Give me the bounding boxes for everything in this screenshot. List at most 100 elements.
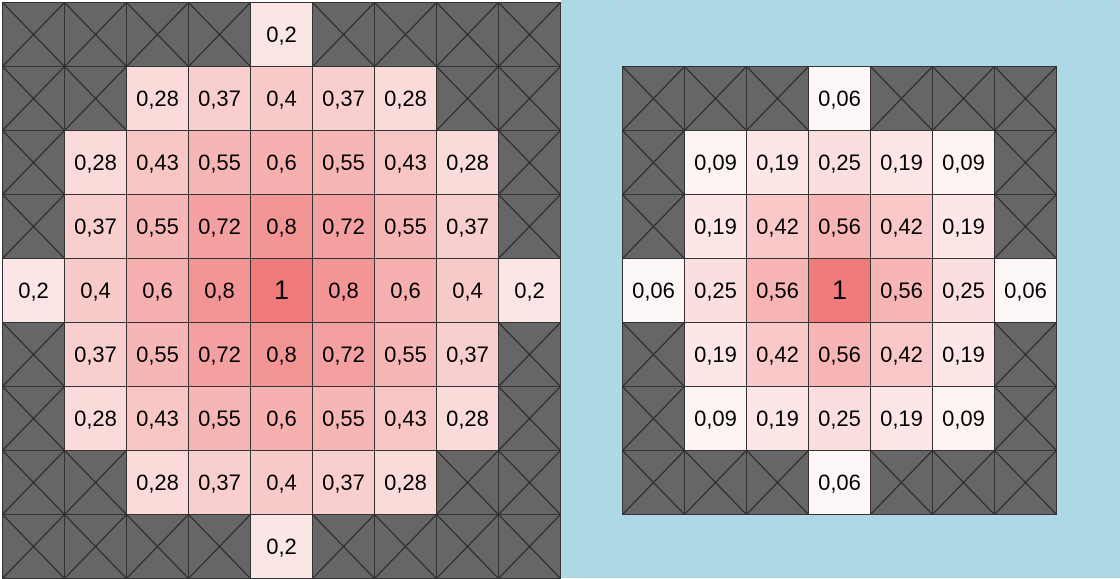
- weight-cell: 0,42: [747, 195, 809, 259]
- weight-cell: 0,28: [65, 387, 127, 451]
- weight-cell: 0,55: [313, 131, 375, 195]
- weight-cell: 0,37: [313, 451, 375, 515]
- cross-icon: [871, 67, 932, 130]
- cross-icon: [437, 3, 498, 66]
- cross-icon: [499, 515, 560, 578]
- background-gridlines: [561, 0, 1120, 4]
- weight-cell: 0,37: [313, 67, 375, 131]
- cross-icon: [65, 451, 126, 514]
- blocked-cell: [3, 195, 65, 259]
- cross-icon: [499, 3, 560, 66]
- cross-icon: [499, 131, 560, 194]
- cross-icon: [933, 451, 994, 514]
- weight-cell: 0,6: [127, 259, 189, 323]
- cross-icon: [623, 131, 684, 194]
- weight-cell: 0,37: [65, 323, 127, 387]
- cross-icon: [3, 131, 64, 194]
- cross-icon: [995, 451, 1056, 514]
- cross-icon: [65, 515, 126, 578]
- cross-icon: [747, 451, 808, 514]
- blocked-cell: [3, 451, 65, 515]
- cross-icon: [995, 195, 1056, 258]
- cross-icon: [623, 451, 684, 514]
- blocked-cell: [499, 387, 561, 451]
- blocked-cell: [499, 3, 561, 67]
- weight-cell: 0,19: [871, 131, 933, 195]
- cross-icon: [375, 515, 436, 578]
- weight-cell: 0,37: [189, 67, 251, 131]
- blocked-cell: [437, 3, 499, 67]
- cross-icon: [65, 3, 126, 66]
- cross-icon: [313, 3, 374, 66]
- blocked-cell: [499, 67, 561, 131]
- weight-cell: 0,25: [933, 259, 995, 323]
- weight-cell: 0,55: [189, 131, 251, 195]
- center-weight-cell: 1: [809, 259, 871, 323]
- weight-cell: 0,72: [189, 195, 251, 259]
- cross-icon: [189, 515, 250, 578]
- cross-icon: [3, 387, 64, 450]
- weight-cell: 0,28: [65, 131, 127, 195]
- blocked-cell: [995, 451, 1057, 515]
- weight-cell: 0,28: [437, 387, 499, 451]
- blocked-cell: [65, 3, 127, 67]
- weight-cell: 0,09: [933, 387, 995, 451]
- weight-cell: 0,4: [251, 67, 313, 131]
- weight-cell: 0,28: [437, 131, 499, 195]
- weight-cell: 0,19: [685, 323, 747, 387]
- weight-cell: 0,42: [871, 323, 933, 387]
- weight-cell: 0,72: [313, 195, 375, 259]
- blocked-cell: [499, 131, 561, 195]
- cross-icon: [499, 323, 560, 386]
- blocked-cell: [623, 451, 685, 515]
- weight-cell: 0,37: [189, 451, 251, 515]
- blocked-cell: [623, 131, 685, 195]
- cross-icon: [3, 515, 64, 578]
- cross-icon: [995, 131, 1056, 194]
- weight-cell: 0,43: [375, 387, 437, 451]
- blocked-cell: [499, 451, 561, 515]
- cross-icon: [623, 67, 684, 130]
- weight-cell: 0,09: [933, 131, 995, 195]
- cross-icon: [871, 451, 932, 514]
- weight-cell: 0,19: [747, 387, 809, 451]
- cross-icon: [995, 387, 1056, 450]
- blocked-cell: [685, 451, 747, 515]
- weight-cell: 0,43: [127, 387, 189, 451]
- cross-icon: [313, 515, 374, 578]
- blocked-cell: [437, 451, 499, 515]
- blocked-cell: [127, 515, 189, 579]
- blocked-cell: [437, 515, 499, 579]
- weight-cell: 0,2: [251, 3, 313, 67]
- cross-icon: [623, 195, 684, 258]
- blocked-cell: [189, 3, 251, 67]
- cross-icon: [3, 451, 64, 514]
- blocked-cell: [685, 67, 747, 131]
- blocked-cell: [65, 67, 127, 131]
- blocked-cell: [623, 387, 685, 451]
- weight-cell: 0,28: [127, 451, 189, 515]
- blocked-cell: [189, 515, 251, 579]
- blocked-cell: [3, 323, 65, 387]
- weight-cell: 0,37: [65, 195, 127, 259]
- blocked-cell: [127, 3, 189, 67]
- blocked-cell: [499, 323, 561, 387]
- weight-cell: 0,06: [809, 67, 871, 131]
- weight-cell: 0,55: [189, 387, 251, 451]
- cross-icon: [685, 67, 746, 130]
- weight-cell: 0,28: [375, 451, 437, 515]
- weight-cell: 0,72: [189, 323, 251, 387]
- cross-icon: [995, 323, 1056, 386]
- cross-icon: [933, 67, 994, 130]
- weight-cell: 0,6: [375, 259, 437, 323]
- cross-icon: [127, 515, 188, 578]
- blocked-cell: [933, 451, 995, 515]
- cross-icon: [685, 451, 746, 514]
- weight-cell: 0,2: [499, 259, 561, 323]
- weight-cell: 0,6: [251, 131, 313, 195]
- blocked-cell: [871, 451, 933, 515]
- blocked-cell: [995, 387, 1057, 451]
- weight-cell: 0,72: [313, 323, 375, 387]
- blocked-cell: [623, 195, 685, 259]
- blocked-cell: [623, 67, 685, 131]
